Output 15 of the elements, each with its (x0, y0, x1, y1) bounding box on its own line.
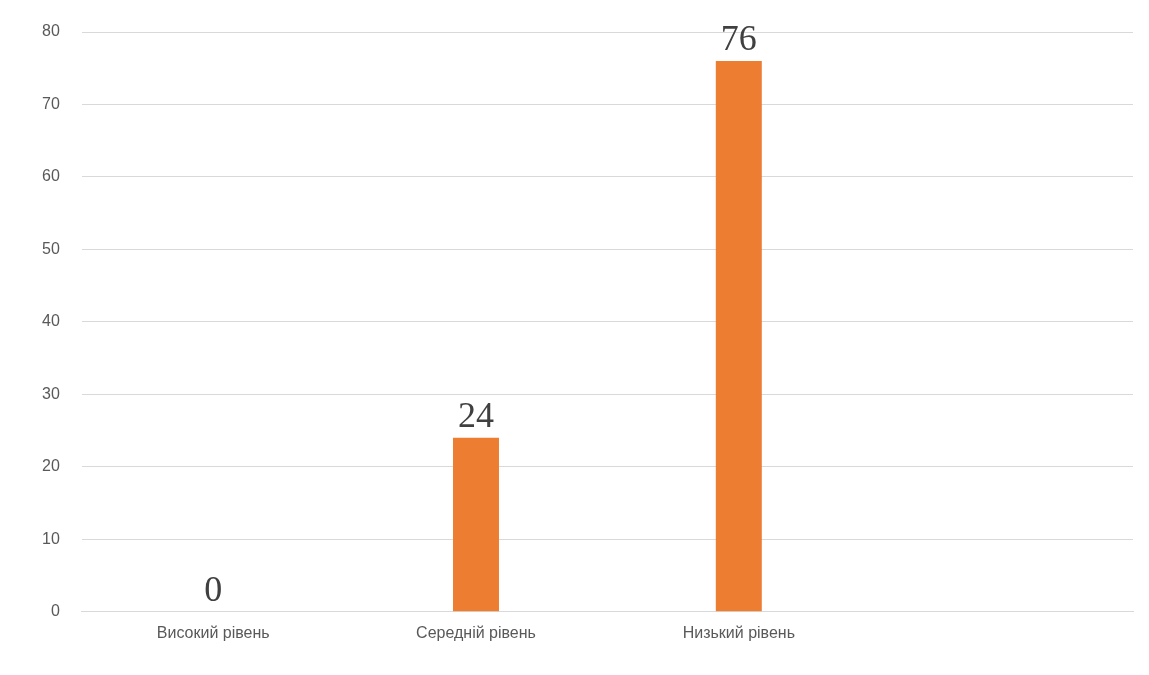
y-tick-label: 20 (42, 457, 60, 475)
y-tick-label: 80 (42, 22, 60, 40)
y-tick-label: 50 (42, 239, 60, 257)
x-tick-label: Високий рівень (156, 623, 270, 641)
x-tick-label: Низький рівень (682, 623, 795, 641)
y-tick-label: 70 (42, 94, 60, 112)
x-tick-label: Середній рівень (416, 623, 536, 641)
y-tick-label: 10 (42, 529, 60, 547)
data-label: 76 (720, 18, 757, 59)
y-tick-label: 60 (42, 167, 60, 185)
y-tick-label: 30 (42, 384, 60, 402)
y-tick-label: 40 (42, 312, 60, 330)
y-tick-label: 0 (50, 602, 60, 620)
data-label: 0 (204, 569, 223, 610)
data-label: 24 (458, 395, 494, 436)
